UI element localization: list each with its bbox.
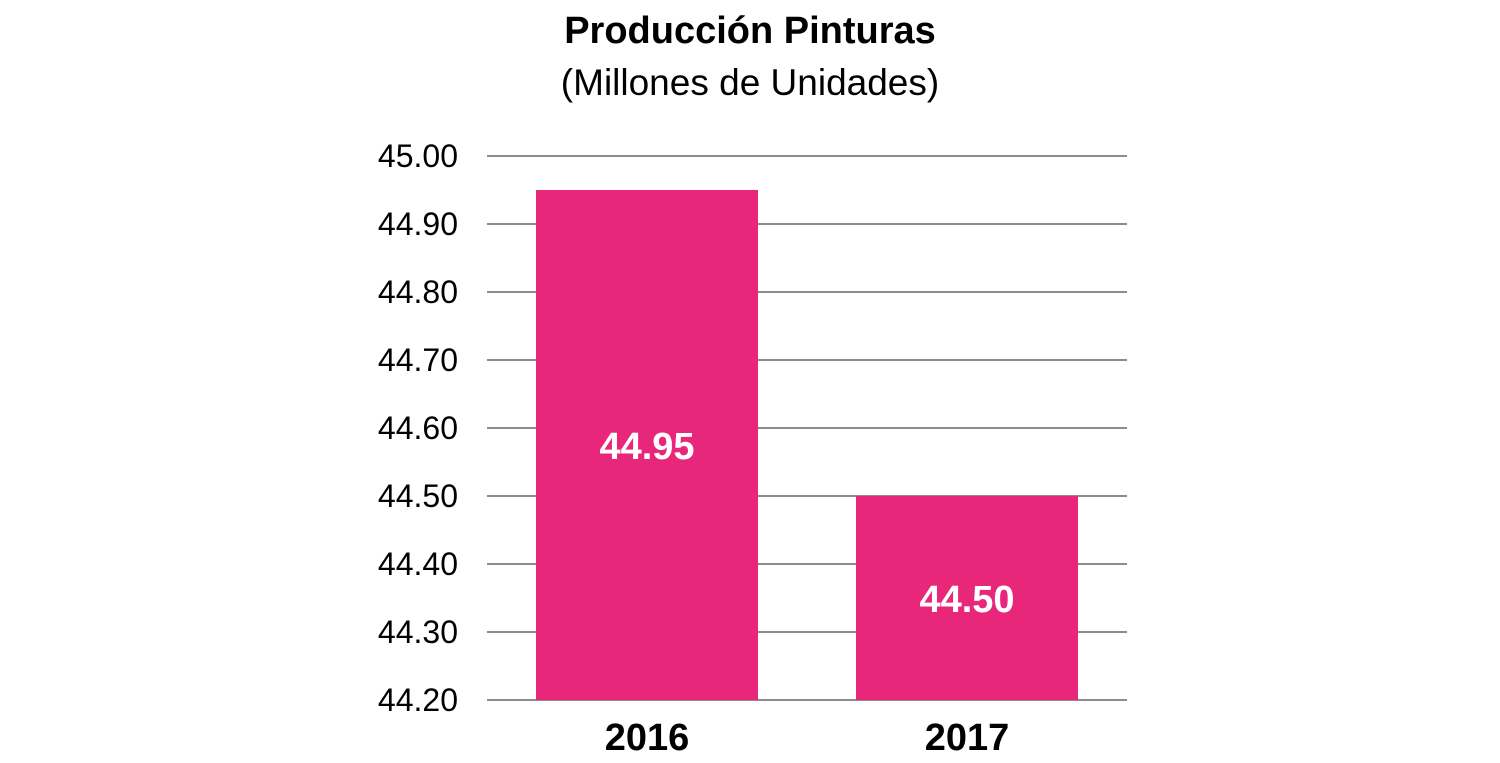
bar-2016 — [536, 190, 758, 700]
y-tick-label: 44.60 — [378, 410, 458, 446]
data-label: 44.50 — [919, 579, 1014, 621]
y-tick-label: 45.00 — [378, 138, 458, 174]
chart-title: Producción Pinturas — [564, 10, 936, 52]
x-category-label: 2017 — [925, 717, 1010, 759]
y-tick-label: 44.20 — [378, 682, 458, 718]
y-tick-label: 44.50 — [378, 478, 458, 514]
chart-subtitle: (Millones de Unidades) — [560, 62, 940, 103]
y-tick-label: 44.30 — [378, 614, 458, 650]
y-tick-label: 44.80 — [378, 274, 458, 310]
bar-2017 — [856, 496, 1078, 700]
y-tick-label: 44.70 — [378, 342, 458, 378]
y-tick-label: 44.40 — [378, 546, 458, 582]
x-category-label: 2016 — [605, 717, 690, 759]
data-label: 44.95 — [599, 426, 694, 468]
y-tick-label: 44.90 — [378, 206, 458, 242]
